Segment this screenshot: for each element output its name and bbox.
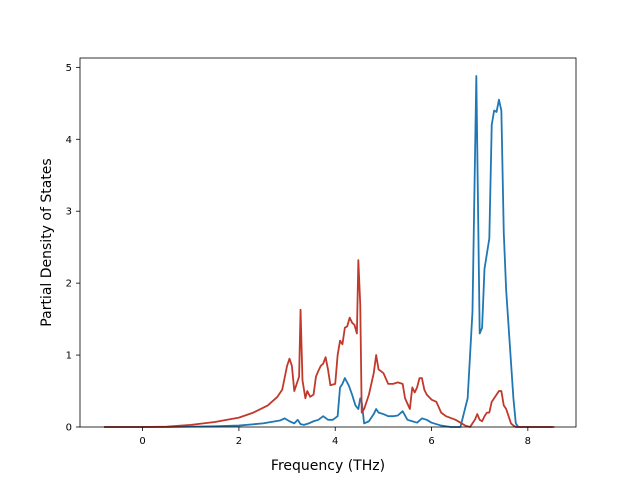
x-tick-label: 0 bbox=[139, 436, 145, 447]
x-axis-label: Frequency (THz) bbox=[271, 458, 385, 474]
x-tick-label: 2 bbox=[236, 436, 242, 447]
x-tick-label: 8 bbox=[525, 436, 531, 447]
tick-layer: 0 2 4 6 8 0 1 2 3 4 5 bbox=[66, 63, 531, 447]
y-tick-label: 2 bbox=[66, 279, 72, 290]
y-tick-label: 0 bbox=[66, 423, 72, 434]
y-axis-label: Partial Density of States bbox=[39, 158, 55, 326]
series-line-2 bbox=[104, 259, 555, 428]
x-tick-label: 4 bbox=[332, 436, 338, 447]
series-layer bbox=[104, 75, 555, 428]
y-tick-label: 3 bbox=[66, 207, 72, 218]
x-tick-label: 6 bbox=[428, 436, 434, 447]
series-line-1 bbox=[104, 75, 552, 428]
y-tick-label: 1 bbox=[66, 351, 72, 362]
y-tick-label: 5 bbox=[66, 63, 72, 74]
plot-frame bbox=[79, 57, 577, 428]
y-tick-label: 4 bbox=[66, 135, 72, 146]
